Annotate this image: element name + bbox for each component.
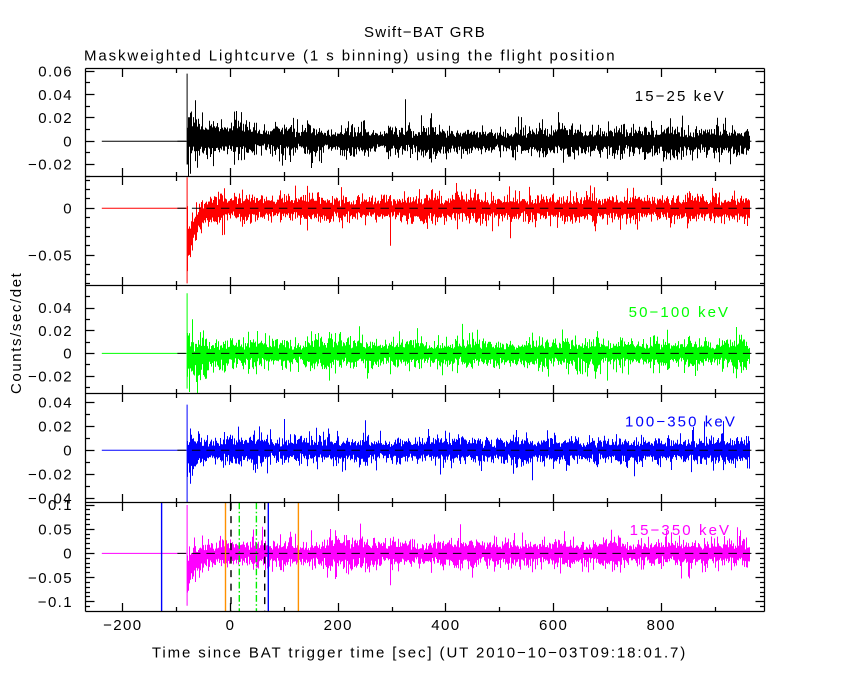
svg-text:0: 0 — [63, 346, 73, 363]
svg-text:15−350 keV: 15−350 keV — [630, 522, 732, 539]
svg-text:Swift−BAT GRB: Swift−BAT GRB — [364, 24, 486, 41]
svg-text:Time since BAT trigger time [s: Time since BAT trigger time [sec] (UT 20… — [152, 645, 687, 662]
svg-text:0.05: 0.05 — [38, 521, 73, 538]
svg-text:800: 800 — [647, 617, 676, 634]
svg-text:0: 0 — [226, 617, 236, 634]
svg-text:0.1: 0.1 — [48, 497, 73, 514]
svg-text:50−100 keV: 50−100 keV — [629, 304, 731, 321]
svg-text:−0.02: −0.02 — [28, 368, 73, 385]
svg-text:0: 0 — [63, 133, 73, 150]
svg-text:0: 0 — [63, 200, 73, 217]
svg-text:200: 200 — [324, 617, 353, 634]
svg-text:−0.05: −0.05 — [28, 247, 73, 264]
svg-text:0.04: 0.04 — [38, 394, 73, 411]
svg-text:0.04: 0.04 — [38, 87, 73, 104]
svg-text:0.02: 0.02 — [38, 323, 73, 340]
svg-text:100−350 keV: 100−350 keV — [625, 414, 737, 431]
svg-text:0.02: 0.02 — [38, 110, 73, 127]
svg-text:Maskweighted Lightcurve (1 s b: Maskweighted Lightcurve (1 s binning) us… — [84, 47, 616, 64]
svg-text:15−25 keV: 15−25 keV — [635, 88, 726, 105]
svg-text:0.04: 0.04 — [38, 300, 73, 317]
svg-text:0: 0 — [63, 442, 73, 459]
svg-text:Counts/sec/det: Counts/sec/det — [8, 272, 25, 394]
svg-text:−0.02: −0.02 — [28, 157, 73, 174]
svg-text:0: 0 — [63, 546, 73, 563]
svg-text:0.06: 0.06 — [38, 64, 73, 81]
svg-text:0.02: 0.02 — [38, 418, 73, 435]
svg-text:−0.1: −0.1 — [38, 594, 73, 611]
svg-text:400: 400 — [431, 617, 460, 634]
svg-text:−0.04: −0.04 — [28, 490, 73, 507]
svg-text:600: 600 — [539, 617, 568, 634]
svg-text:−200: −200 — [103, 617, 142, 634]
svg-text:−0.05: −0.05 — [28, 570, 73, 587]
svg-text:−0.02: −0.02 — [28, 466, 73, 483]
